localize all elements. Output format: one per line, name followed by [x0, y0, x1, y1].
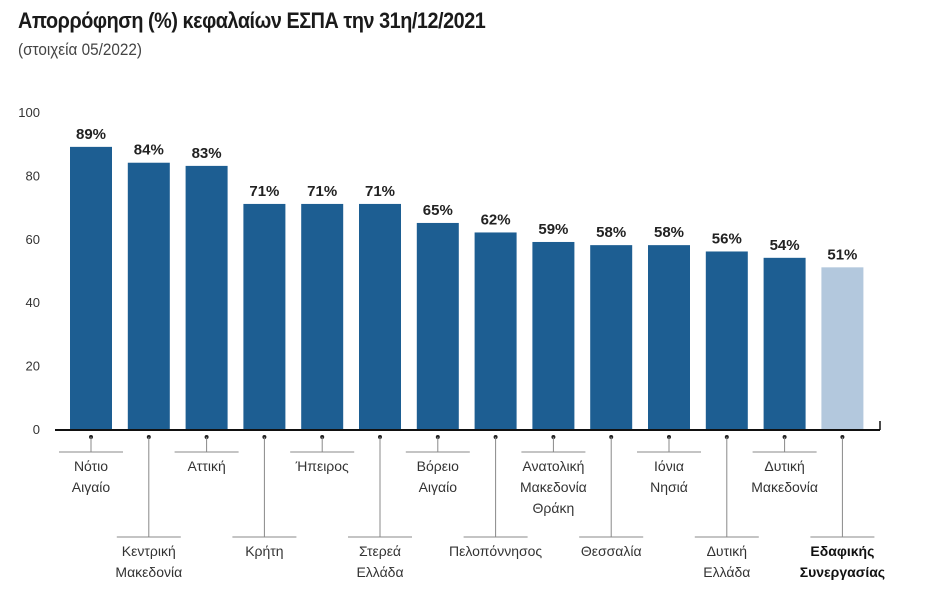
category-label: Βόρειο	[417, 458, 459, 474]
category-label: Θεσσαλία	[581, 543, 642, 559]
category-label: Ελλάδα	[356, 564, 403, 580]
bar	[127, 162, 170, 429]
category-label: Μακεδονία	[751, 479, 818, 495]
data-label: 71%	[365, 183, 395, 200]
category-label: Θράκη	[533, 500, 575, 516]
y-tick-label: 100	[18, 105, 40, 120]
data-label: 59%	[538, 221, 568, 238]
data-label: 62%	[481, 211, 511, 228]
bar	[70, 146, 112, 429]
y-tick-label: 80	[26, 168, 40, 183]
category-label: Νότιο	[74, 458, 108, 474]
category-label: Μακεδονία	[115, 564, 182, 580]
data-label: 58%	[654, 224, 684, 241]
data-label: 84%	[134, 142, 164, 159]
data-label: 89%	[76, 126, 106, 143]
category-label: Ήπειρος	[295, 458, 349, 474]
category-label: Ιόνια	[654, 458, 684, 474]
bar	[532, 241, 575, 429]
data-label: 71%	[307, 183, 337, 200]
category-label: Αιγαίο	[419, 479, 458, 495]
category-label: Μακεδονία	[520, 479, 587, 495]
category-label: Αιγαίο	[72, 479, 111, 495]
bar	[301, 203, 344, 429]
bar	[705, 251, 748, 429]
y-tick-label: 20	[26, 359, 40, 374]
bar	[590, 245, 633, 429]
bar	[416, 222, 459, 429]
category-label: Κεντρική	[122, 543, 176, 559]
data-label: 54%	[770, 237, 800, 254]
category-label: Δυτική	[707, 543, 747, 559]
category-label: Κρήτη	[245, 543, 283, 559]
category-label: Δυτική	[764, 458, 804, 474]
category-label: Συνεργασίας	[800, 564, 885, 580]
data-label: 51%	[827, 246, 857, 263]
bar	[243, 203, 286, 429]
data-label: 56%	[712, 230, 742, 247]
bar	[359, 203, 401, 429]
chart-title: Απορρόφηση (%) κεφαλαίων ΕΣΠΑ την 31η/12…	[18, 8, 486, 33]
category-label: Νησιά	[650, 479, 688, 495]
category-label: Αττική	[187, 458, 225, 474]
chart-subtitle: (στοιχεία 05/2022)	[18, 40, 143, 59]
data-label: 83%	[192, 145, 222, 162]
bar	[185, 165, 228, 429]
category-label: Ανατολική	[522, 458, 584, 474]
y-tick-label: 40	[26, 295, 40, 310]
y-tick-label: 0	[33, 422, 40, 437]
category-label: Εδαφικής	[810, 543, 874, 559]
bar	[474, 232, 517, 429]
data-label: 58%	[596, 224, 626, 241]
category-label: Πελοπόννησος	[449, 543, 542, 559]
data-label: 65%	[423, 202, 453, 219]
data-label: 71%	[249, 183, 279, 200]
bar	[763, 257, 806, 429]
category-label: Στερεά	[359, 543, 401, 559]
y-tick-label: 60	[26, 232, 40, 247]
category-label: Ελλάδα	[703, 564, 750, 580]
bar	[648, 245, 690, 429]
bar	[821, 267, 864, 429]
